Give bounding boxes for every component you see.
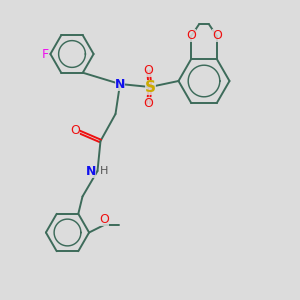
Text: O: O (70, 124, 80, 137)
Text: O: O (144, 64, 153, 77)
Text: H: H (100, 166, 108, 176)
Text: O: O (186, 29, 196, 43)
Text: O: O (212, 29, 222, 43)
Text: O: O (144, 97, 153, 110)
Text: S: S (145, 80, 155, 94)
Text: O: O (99, 213, 109, 226)
Text: N: N (115, 77, 125, 91)
Text: F: F (41, 47, 49, 61)
Text: N: N (86, 164, 96, 178)
